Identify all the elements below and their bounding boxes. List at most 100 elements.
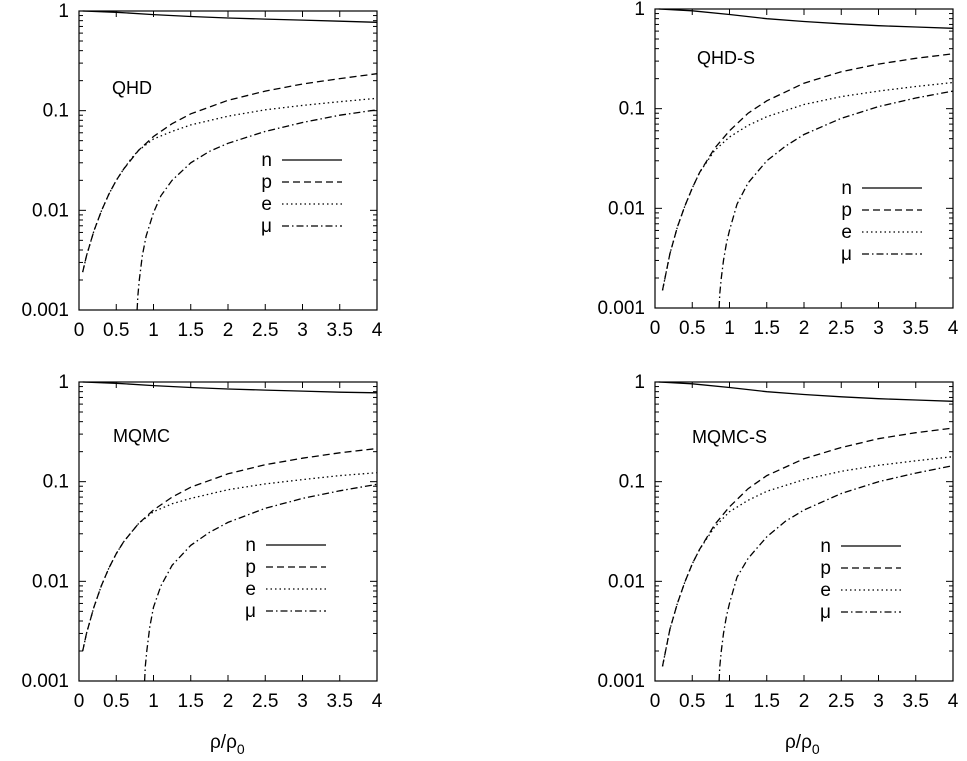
series-layer: [82, 381, 378, 682]
axes: 0 0.5 1 1.5 2 2.5 3 3.5 4 1 0.1 0.01 0.001: [597, 0, 958, 339]
legend-label: μ: [820, 602, 831, 623]
panel-label: MQMC-S: [692, 427, 767, 447]
x-tick-label: 3: [873, 691, 884, 712]
x-tick-label: 0.5: [103, 320, 129, 341]
x-tick-label: 2: [799, 691, 810, 712]
legend-label: n: [261, 150, 272, 171]
legend-label: e: [261, 194, 272, 215]
series-line-dashdot: [718, 464, 954, 682]
panel-mqmc-s: MQMC-S 0 0.5 1 1.5 2 2.5 3 3.5 4 1 0.1 0.01 0.001 np…: [597, 372, 958, 712]
x-tick-label: 1.5: [178, 320, 204, 341]
x-tick-label: 4: [372, 691, 383, 712]
x-axis-label-main: ρ/ρ: [785, 732, 812, 753]
x-tick-label: 0: [74, 691, 85, 712]
legend-label: μ: [245, 601, 256, 622]
series-line-solid: [658, 8, 954, 29]
x-tick-label: 4: [948, 691, 959, 712]
series-line-dotted: [661, 81, 954, 291]
x-tick-label: 3.5: [903, 691, 929, 712]
series-layer: [658, 8, 954, 309]
x-tick-label: 2: [223, 691, 234, 712]
series-layer: [82, 10, 378, 311]
panel-label: QHD-S: [697, 48, 755, 68]
x-tick-label: 2: [799, 318, 810, 339]
panel-label: QHD: [112, 78, 152, 98]
y-tick-label: 0.001: [597, 298, 645, 319]
x-tick-label: 1.5: [178, 691, 204, 712]
series-line-dashed: [82, 73, 378, 273]
axes: 0 0.5 1 1.5 2 2.5 3 3.5 4 1 0.1 0.01 0.001: [21, 1, 382, 341]
legend-label: p: [820, 558, 831, 579]
legend-label: n: [820, 536, 831, 557]
y-tick-label: 0.01: [608, 198, 645, 219]
x-tick-label: 1: [148, 691, 159, 712]
legend-label: e: [820, 580, 831, 601]
x-tick-label: 3.5: [903, 318, 929, 339]
series-line-dashed: [82, 447, 378, 652]
y-tick-label: 0.01: [32, 571, 69, 592]
legend-label: e: [245, 579, 256, 600]
y-tick-label: 0.1: [43, 101, 69, 122]
x-tick-label: 4: [948, 318, 959, 339]
y-tick-label: 1: [58, 372, 69, 393]
panel-qhd-s: QHD-S 0 0.5 1 1.5 2 2.5 3 3.5 4 1 0.1 0.01 0.001 npe…: [597, 0, 958, 339]
x-tick-label: 2: [223, 320, 234, 341]
series-line-dashed: [661, 427, 954, 667]
series-line-solid: [82, 381, 378, 394]
panel-label: MQMC: [113, 426, 170, 446]
series-line-dotted: [82, 472, 378, 652]
x-axis-label-right: ρ/ρ0: [785, 732, 820, 757]
x-tick-label: 2.5: [252, 320, 278, 341]
y-tick-label: 0.01: [32, 200, 69, 221]
x-axis-label-subscript: 0: [237, 741, 245, 757]
x-axis-label-main: ρ/ρ: [210, 732, 237, 753]
x-axis-label-left: ρ/ρ0: [210, 732, 245, 757]
legend-label: μ: [841, 244, 852, 265]
x-tick-label: 0.5: [679, 318, 705, 339]
y-tick-label: 1: [634, 0, 645, 20]
series-line-dotted: [82, 97, 378, 273]
x-tick-label: 0: [650, 318, 661, 339]
x-tick-label: 3.5: [327, 320, 353, 341]
x-tick-label: 2.5: [828, 691, 854, 712]
x-tick-label: 3: [873, 318, 884, 339]
series-line-dotted: [661, 456, 954, 667]
series-line-dashdot: [143, 483, 378, 682]
x-tick-label: 1.5: [754, 318, 780, 339]
x-tick-label: 1.5: [754, 691, 780, 712]
series-layer: [658, 381, 954, 682]
x-tick-label: 1: [148, 320, 159, 341]
y-tick-label: 0.001: [21, 671, 69, 692]
y-tick-label: 0.001: [21, 300, 69, 321]
legend-label: n: [841, 178, 852, 199]
x-tick-label: 1: [724, 318, 735, 339]
x-tick-label: 0: [650, 691, 661, 712]
x-tick-label: 3: [297, 691, 308, 712]
x-axis-label-subscript: 0: [812, 741, 820, 757]
y-tick-label: 0.1: [619, 472, 645, 493]
series-line-dashdot: [718, 90, 954, 309]
x-tick-label: 0.5: [679, 691, 705, 712]
y-tick-label: 0.1: [619, 99, 645, 120]
x-tick-label: 4: [372, 320, 383, 341]
x-tick-label: 1: [724, 691, 735, 712]
series-line-dashdot: [136, 109, 378, 311]
y-tick-label: 0.1: [43, 472, 69, 493]
x-tick-label: 3.5: [327, 691, 353, 712]
legend-label: μ: [261, 216, 272, 237]
axes: 0 0.5 1 1.5 2 2.5 3 3.5 4 1 0.1 0.01 0.001: [597, 372, 958, 712]
legend-label: e: [841, 222, 852, 243]
y-tick-label: 0.001: [597, 671, 645, 692]
legend-label: p: [841, 200, 852, 221]
axes: 0 0.5 1 1.5 2 2.5 3 3.5 4 1 0.1 0.01 0.001: [21, 372, 382, 712]
x-tick-label: 0: [74, 320, 85, 341]
y-tick-label: 0.01: [608, 571, 645, 592]
legend-label: n: [245, 535, 256, 556]
